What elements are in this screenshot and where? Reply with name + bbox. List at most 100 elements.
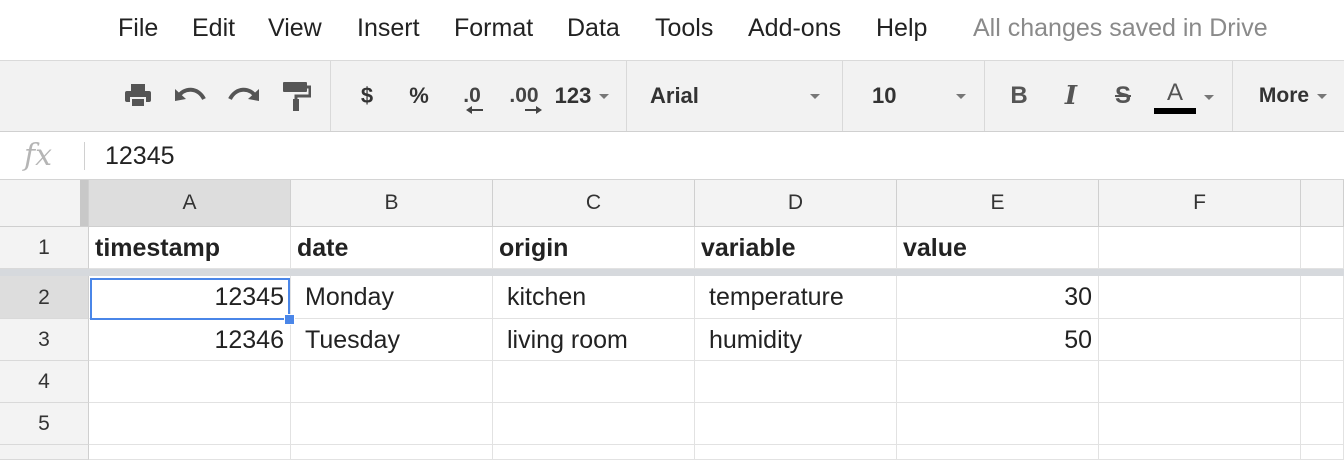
print-button[interactable] [120,77,156,115]
cell-c4[interactable] [493,361,695,403]
cell-g4[interactable] [1301,361,1344,403]
column-header-c[interactable]: C [493,180,695,227]
more-button[interactable]: More [1250,77,1336,115]
cell-c3[interactable]: living room [493,319,695,361]
fill-handle[interactable] [284,314,295,325]
cell-f3[interactable] [1099,319,1301,361]
cell-e3[interactable]: 50 [897,319,1099,361]
toolbar-divider [1232,61,1233,131]
increase-decimals-button[interactable]: .00 [502,77,546,115]
cell-g5[interactable] [1301,403,1344,445]
cell-a6[interactable] [89,445,291,460]
cell-d6[interactable] [695,445,897,460]
bold-button[interactable]: B [1004,77,1034,115]
menu-insert[interactable]: Insert [357,14,420,42]
cell-a4[interactable] [89,361,291,403]
column-header-a[interactable]: A [89,180,291,227]
row-header-2[interactable]: 2 [0,276,89,319]
cell-c5[interactable] [493,403,695,445]
cell-a5[interactable] [89,403,291,445]
chevron-down-icon [1204,94,1214,100]
menu-format[interactable]: Format [454,14,534,42]
column-header-f[interactable]: F [1099,180,1301,227]
cell-c6[interactable] [493,445,695,460]
cell-d1[interactable]: variable [695,227,897,269]
arrow-right-icon [525,106,542,114]
select-all-corner[interactable] [0,180,89,227]
cell-g3[interactable] [1301,319,1344,361]
paint-format-button[interactable] [278,77,314,115]
cell-g2[interactable] [1301,276,1344,319]
redo-icon [228,87,259,101]
undo-button[interactable] [172,77,210,115]
more-formats-dropdown[interactable]: 123 [552,77,612,115]
menu-view[interactable]: View [268,14,322,42]
row-header-5[interactable]: 5 [0,403,89,445]
cell-g6[interactable] [1301,445,1344,460]
cell-a2[interactable]: 12345 [89,276,291,319]
cell-b3[interactable]: Tuesday [291,319,493,361]
row-header-3[interactable]: 3 [0,319,89,361]
cell-e5[interactable] [897,403,1099,445]
cell-c2[interactable]: kitchen [493,276,695,319]
percent-format-button[interactable]: % [402,77,436,115]
column-header-d[interactable]: D [695,180,897,227]
cell-e1[interactable]: value [897,227,1099,269]
menu-help[interactable]: Help [876,14,928,42]
cell-d3[interactable]: humidity [695,319,897,361]
italic-button[interactable]: I [1056,77,1086,115]
row-header-1[interactable]: 1 [0,227,89,269]
row-header-4[interactable]: 4 [0,361,89,403]
cell-c1[interactable]: origin [493,227,695,269]
text-color-button[interactable]: A [1150,75,1218,119]
cell-d4[interactable] [695,361,897,403]
font-family-select[interactable]: Arial [650,77,820,115]
italic-icon: I [1064,81,1078,111]
cell-e6[interactable] [897,445,1099,460]
cell-e4[interactable] [897,361,1099,403]
cell-d2[interactable]: temperature [695,276,897,319]
cell-g1[interactable] [1301,227,1344,269]
decrease-decimals-button[interactable]: .0 [452,77,492,115]
bold-icon: B [1010,82,1028,109]
cell-f4[interactable] [1099,361,1301,403]
chevron-down-icon [956,93,966,99]
cell-b2[interactable]: Monday [291,276,493,319]
cell-a3[interactable]: 12346 [89,319,291,361]
cell-b4[interactable] [291,361,493,403]
row-header-6[interactable] [0,445,89,460]
cell-b1[interactable]: date [291,227,493,269]
column-header-e[interactable]: E [897,180,1099,227]
formula-bar: fx 12345 [0,132,1344,180]
currency-format-button[interactable]: $ [352,77,382,115]
menu-file[interactable]: File [118,14,159,42]
menu-add-ons[interactable]: Add-ons [748,14,842,42]
cell-b5[interactable] [291,403,493,445]
menu-data[interactable]: Data [567,14,620,42]
freeze-handle[interactable] [80,180,88,226]
formula-bar-divider [84,142,85,170]
currency-label: $ [360,83,374,108]
cell-f5[interactable] [1099,403,1301,445]
menu-edit[interactable]: Edit [192,14,236,42]
cell-a1[interactable]: timestamp [89,227,291,269]
save-status: All changes saved in Drive [973,14,1268,42]
menu-tools[interactable]: Tools [655,14,714,42]
column-header-b[interactable]: B [291,180,493,227]
cell-f2[interactable] [1099,276,1301,319]
frozen-rows-divider[interactable] [0,269,1344,276]
cell-f1[interactable] [1099,227,1301,269]
print-icon [125,84,151,108]
font-size-select[interactable]: 10 [872,77,966,115]
redo-button[interactable] [224,77,262,115]
cell-f6[interactable] [1099,445,1301,460]
column-header-g[interactable] [1301,180,1344,227]
cell-e2[interactable]: 30 [897,276,1099,319]
percent-label: % [409,83,429,108]
strikethrough-button[interactable]: S [1108,77,1138,115]
formula-input[interactable]: 12345 [105,142,175,170]
cell-b6[interactable] [291,445,493,460]
chevron-down-icon [810,93,820,99]
decrease-decimals-label: .0 [463,84,481,107]
cell-d5[interactable] [695,403,897,445]
